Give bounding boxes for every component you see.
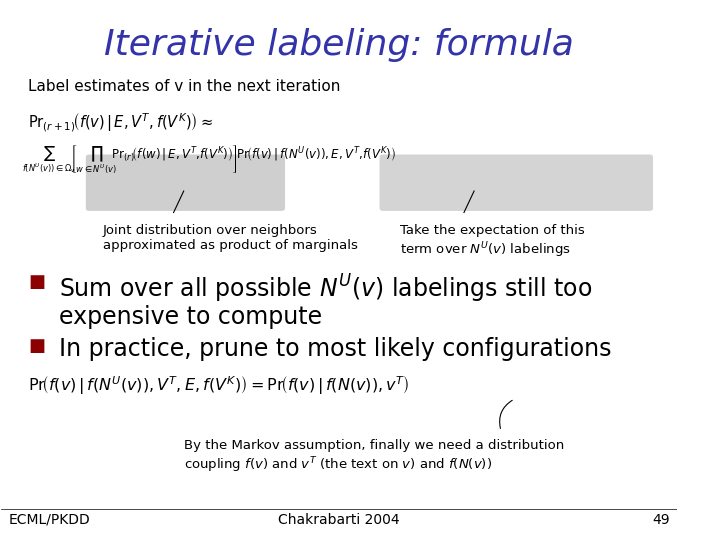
Text: $\mathrm{Pr}_{(r+1)}\!\left(f(v)\,|\,E,V^T,f(V^K)\right)\approx$: $\mathrm{Pr}_{(r+1)}\!\left(f(v)\,|\,E,V… xyxy=(28,112,214,134)
Text: Label estimates of v in the next iteration: Label estimates of v in the next iterati… xyxy=(28,79,341,94)
FancyBboxPatch shape xyxy=(86,154,285,211)
Text: ECML/PKDD: ECML/PKDD xyxy=(8,513,90,527)
Text: Take the expectation of this
term over $N^U(v)$ labelings: Take the expectation of this term over $… xyxy=(400,224,585,260)
Text: expensive to compute: expensive to compute xyxy=(59,305,322,329)
Text: Sum over all possible $N^U(v)$ labelings still too: Sum over all possible $N^U(v)$ labelings… xyxy=(59,273,592,305)
Text: $\mathrm{Pr}\!\left(f(v)\,|\,f(N^U(v)),V^T,E,f(V^K)\right)= \mathrm{Pr}\!\left(f: $\mathrm{Pr}\!\left(f(v)\,|\,f(N^U(v)),V… xyxy=(28,375,410,397)
Text: ■: ■ xyxy=(28,337,45,355)
Text: By the Markov assumption, finally we need a distribution
coupling $f(v)$ and $v^: By the Markov assumption, finally we nee… xyxy=(184,439,564,475)
FancyBboxPatch shape xyxy=(379,154,653,211)
Text: $\sum_{f(N^U(v))\in\Omega_v}\!\!\left[\prod_{w\in N^U(v)}\!\!\mathrm{Pr}_{(r)}\!: $\sum_{f(N^U(v))\in\Omega_v}\!\!\left[\p… xyxy=(22,144,396,177)
Text: Chakrabarti 2004: Chakrabarti 2004 xyxy=(278,513,400,527)
Text: 49: 49 xyxy=(652,513,670,527)
Text: Joint distribution over neighbors
approximated as product of marginals: Joint distribution over neighbors approx… xyxy=(103,224,358,252)
Text: In practice, prune to most likely configurations: In practice, prune to most likely config… xyxy=(59,337,611,361)
Text: Iterative labeling: formula: Iterative labeling: formula xyxy=(104,28,574,62)
Text: ■: ■ xyxy=(28,273,45,291)
